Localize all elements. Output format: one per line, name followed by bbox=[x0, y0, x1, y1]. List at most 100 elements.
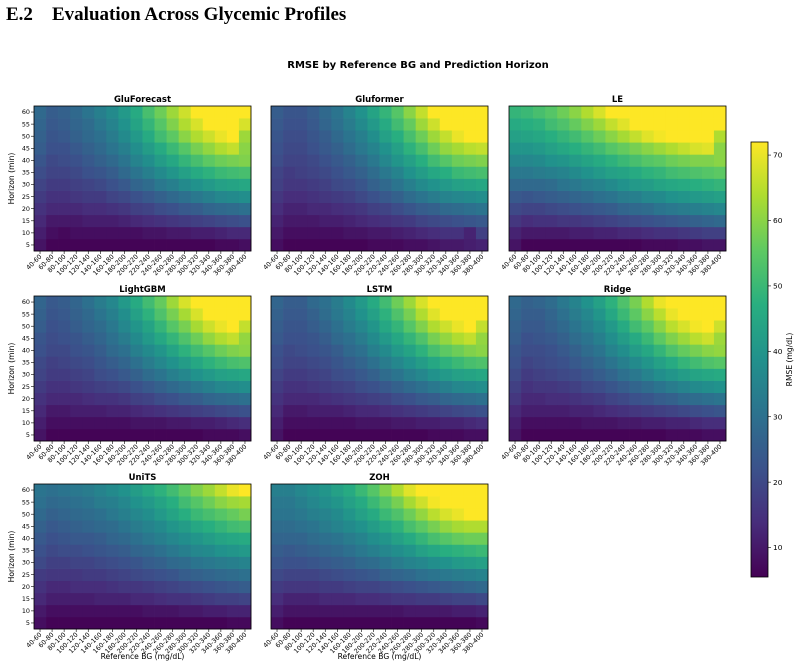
heatmap-cell bbox=[142, 332, 155, 345]
heatmap-cell bbox=[118, 332, 131, 345]
heatmap-cell bbox=[521, 214, 534, 228]
heatmap-cell bbox=[94, 142, 107, 155]
heatmap-cell bbox=[545, 142, 558, 155]
heatmap-cell bbox=[569, 190, 582, 204]
y-tick-label: 60 bbox=[22, 298, 30, 306]
heatmap-cell bbox=[439, 106, 453, 119]
heatmap-cell bbox=[283, 296, 296, 309]
heatmap-cell bbox=[226, 238, 240, 252]
heatmap-cell bbox=[463, 344, 477, 357]
heatmap-cell bbox=[295, 532, 308, 545]
heatmap-cell bbox=[403, 520, 417, 533]
heatmap-cell bbox=[379, 368, 392, 381]
heatmap-cell bbox=[355, 226, 368, 240]
y-tick-label: 40 bbox=[22, 347, 30, 355]
heatmap-cell bbox=[593, 416, 606, 430]
heatmap-cell bbox=[355, 592, 368, 606]
heatmap-cell bbox=[70, 202, 83, 216]
heatmap-cell bbox=[214, 118, 228, 131]
heatmap-cell bbox=[307, 142, 320, 155]
y-tick-label: 10 bbox=[22, 419, 30, 427]
colorbar-tick-label: 30 bbox=[773, 412, 783, 421]
heatmap-cell bbox=[665, 106, 679, 119]
heatmap-cell bbox=[295, 118, 308, 131]
heatmap-cell bbox=[178, 356, 192, 369]
heatmap-cell bbox=[533, 202, 546, 216]
heatmap-cell bbox=[214, 368, 228, 381]
heatmap-cell bbox=[118, 320, 131, 333]
heatmap-cell bbox=[118, 154, 131, 167]
heatmap-cell bbox=[166, 392, 180, 406]
heatmap-cell bbox=[214, 484, 228, 497]
heatmap-cell bbox=[379, 616, 392, 630]
heatmap-cell bbox=[533, 368, 546, 381]
heatmap-cell bbox=[202, 130, 216, 143]
heatmap-cell bbox=[118, 130, 131, 143]
heatmap-cell bbox=[178, 118, 192, 131]
heatmap-cell bbox=[475, 320, 489, 333]
heatmap-cell bbox=[415, 332, 429, 345]
heatmap-cell bbox=[226, 428, 240, 442]
heatmap-cell bbox=[154, 190, 167, 204]
heatmap-cell bbox=[82, 604, 95, 618]
heatmap-cell bbox=[569, 356, 582, 369]
heatmap-cell bbox=[118, 428, 131, 442]
heatmap-cell bbox=[283, 544, 296, 557]
heatmap-cell bbox=[343, 592, 356, 606]
heatmap-cell bbox=[379, 508, 392, 521]
heatmap-cell bbox=[533, 190, 546, 204]
heatmap-cell bbox=[521, 392, 534, 406]
heatmap-cell bbox=[713, 166, 727, 179]
heatmap-cell bbox=[94, 404, 107, 418]
heatmap-cell bbox=[202, 484, 216, 497]
heatmap-cell bbox=[427, 166, 441, 179]
heatmap-cell bbox=[617, 238, 630, 252]
heatmap-cell bbox=[142, 226, 155, 240]
heatmap-cell bbox=[82, 178, 95, 191]
heatmap-cell bbox=[701, 368, 715, 381]
heatmap-cell bbox=[463, 520, 477, 533]
heatmap-cell bbox=[283, 356, 296, 369]
heatmap-cell bbox=[82, 520, 95, 533]
heatmap-cell bbox=[214, 580, 228, 594]
heatmap-cell bbox=[118, 118, 131, 131]
heatmap-cell bbox=[617, 130, 630, 143]
heatmap-cell bbox=[283, 154, 296, 167]
y-tick-label: 15 bbox=[22, 407, 30, 415]
heatmap-cell bbox=[238, 320, 252, 333]
heatmap-cell bbox=[521, 130, 534, 143]
heatmap-cell bbox=[451, 190, 465, 204]
heatmap-cell bbox=[463, 604, 477, 618]
heatmap-cell bbox=[106, 368, 119, 381]
heatmap-cell bbox=[475, 508, 489, 521]
heatmap-cell bbox=[82, 392, 95, 406]
heatmap-cell bbox=[403, 484, 417, 497]
heatmap-cell bbox=[190, 520, 204, 533]
heatmap-cell bbox=[226, 308, 240, 321]
heatmap-cell bbox=[605, 320, 618, 333]
heatmap-cell bbox=[94, 520, 107, 533]
heatmap-cell bbox=[641, 380, 655, 394]
heatmap-panel: Gluformer40-6060-8080-100100-120120-1401… bbox=[262, 95, 489, 277]
heatmap-cell bbox=[641, 202, 655, 216]
y-tick-label: 55 bbox=[22, 310, 30, 318]
heatmap-cell bbox=[82, 320, 95, 333]
heatmap-cell bbox=[581, 296, 594, 309]
heatmap-cell bbox=[521, 142, 534, 155]
heatmap-cell bbox=[271, 484, 284, 497]
heatmap-cell bbox=[118, 556, 131, 569]
heatmap-cell bbox=[271, 368, 284, 381]
heatmap-cell bbox=[379, 392, 392, 406]
heatmap-cell bbox=[713, 142, 727, 155]
heatmap-cell bbox=[713, 416, 727, 430]
heatmap-cell bbox=[415, 484, 429, 497]
heatmap-cell bbox=[475, 202, 489, 216]
heatmap-cell bbox=[415, 568, 429, 582]
heatmap-cell bbox=[427, 544, 441, 557]
heatmap-cell bbox=[427, 604, 441, 618]
heatmap-cell bbox=[331, 106, 344, 119]
heatmap-cell bbox=[82, 106, 95, 119]
heatmap-cell bbox=[178, 368, 192, 381]
heatmap-cell bbox=[713, 130, 727, 143]
heatmap-cell bbox=[713, 202, 727, 216]
